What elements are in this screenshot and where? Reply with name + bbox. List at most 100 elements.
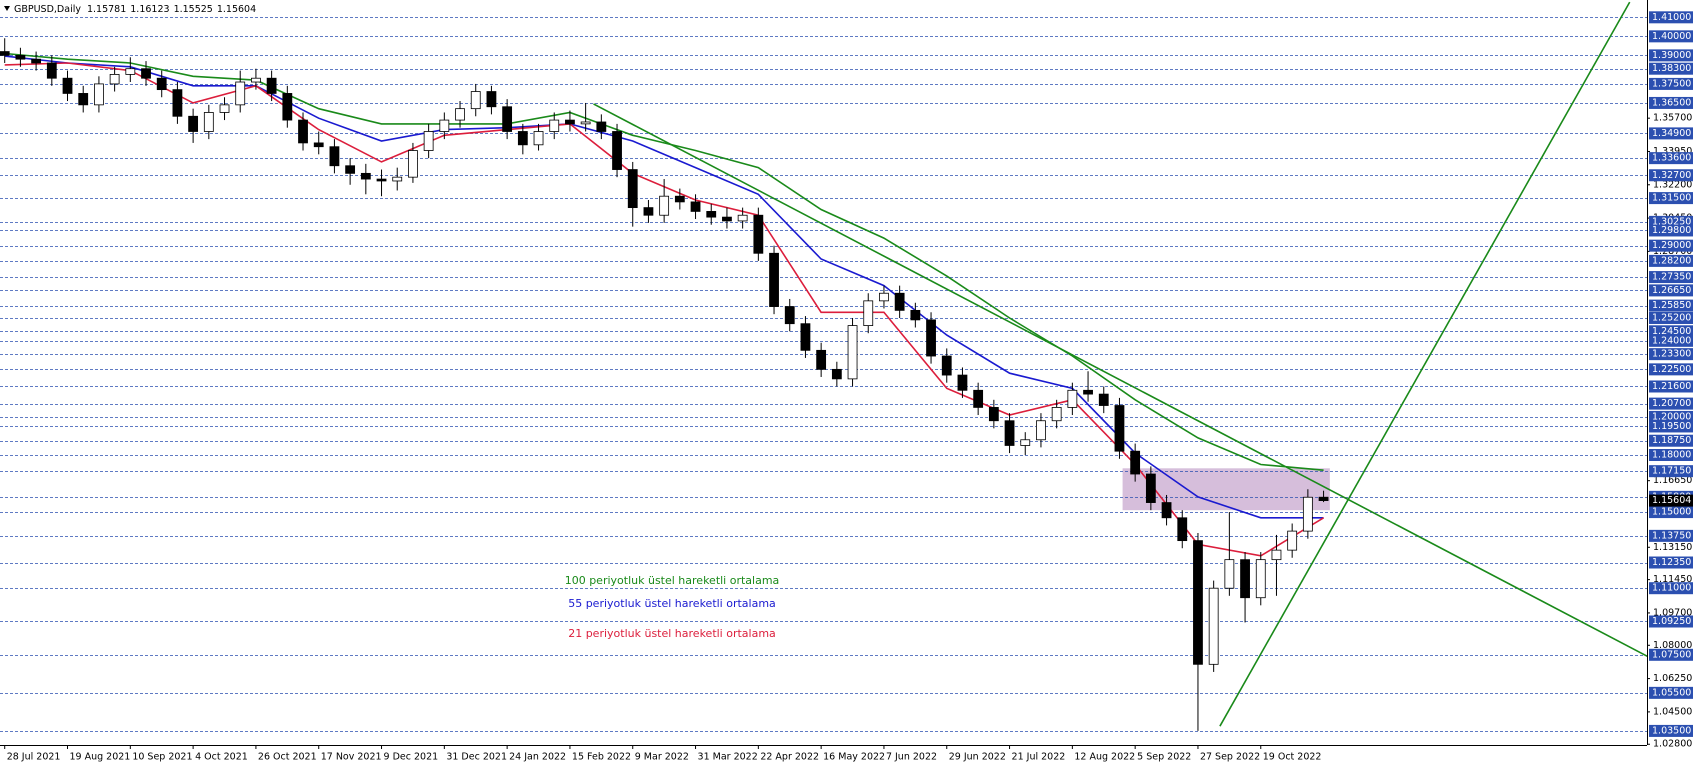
level-label-box: [1649, 284, 1693, 297]
candle-body: [1098, 393, 1109, 406]
level-label-box: [1649, 254, 1693, 267]
level-label-box: [1649, 325, 1693, 338]
level-label: 1.25850: [1652, 300, 1691, 311]
x-tick-label: 27 Sep 2022: [1200, 752, 1260, 763]
y-tick-label: 1.11450: [1653, 574, 1692, 585]
price-label: 1.15604: [1652, 495, 1691, 506]
level-label-box: [1649, 271, 1693, 284]
series-annotation: 100 periyotluk üstel hareketli ortalama: [565, 574, 780, 587]
level-label-box: [1649, 410, 1693, 423]
candle-body: [565, 119, 575, 125]
x-tick-label: 19 Aug 2021: [70, 752, 131, 763]
candle-body: [1287, 530, 1298, 551]
level-label: 1.30250: [1652, 216, 1691, 227]
x-tick-label: 10 Sep 2021: [132, 752, 192, 763]
trendline: [1219, 1, 1631, 727]
candle-body: [596, 121, 607, 132]
level-label: 1.25200: [1652, 312, 1691, 323]
level-label: 1.18000: [1652, 449, 1691, 460]
level-label: 1.41000: [1652, 12, 1691, 23]
candle-body: [502, 106, 513, 132]
candle-body: [31, 58, 42, 64]
price-label-box: [1649, 494, 1693, 507]
level-label-box: [1649, 239, 1693, 252]
x-tick-label: 5 Sep 2022: [1137, 752, 1191, 763]
level-label-box: [1649, 62, 1693, 75]
x-tick-label: 31 Mar 2022: [698, 752, 758, 763]
candle-body: [517, 131, 528, 146]
candle-body: [15, 54, 26, 60]
y-tick-label: 1.35700: [1653, 113, 1692, 124]
candle-body: [360, 172, 371, 180]
level-label-box: [1649, 127, 1693, 140]
level-label: 1.09250: [1652, 616, 1691, 627]
x-tick-label: 31 Dec 2021: [446, 752, 507, 763]
candle-body: [282, 93, 293, 121]
candle-body: [1145, 473, 1156, 503]
candle-body: [376, 178, 387, 182]
candle-body: [235, 81, 246, 106]
candle-body: [94, 83, 104, 106]
level-label-box: [1649, 334, 1693, 347]
series-annotation: 21 periyotluk üstel hareketli ortalama: [568, 627, 776, 640]
x-tick-label: 4 Oct 2021: [195, 752, 248, 763]
x-tick-label: 19 Oct 2022: [1263, 752, 1322, 763]
candle-body: [847, 325, 858, 380]
level-label: 1.03500: [1652, 725, 1691, 736]
candle-body: [1255, 559, 1266, 599]
y-tick-label: 1.09700: [1653, 607, 1692, 618]
level-label-box: [1649, 11, 1693, 24]
candle-body: [690, 201, 701, 212]
level-label: 1.29800: [1652, 225, 1691, 236]
level-label: 1.15000: [1652, 507, 1691, 518]
level-label-box: [1649, 77, 1693, 90]
plot-area: 100 periyotluk üstel hareketli ortalama 5…: [0, 1, 1647, 732]
level-label-box: [1649, 434, 1693, 447]
level-label: 1.23300: [1652, 349, 1691, 360]
candle-body: [46, 62, 57, 79]
x-tick-label: 12 Aug 2022: [1074, 752, 1135, 763]
level-label-box: [1649, 529, 1693, 542]
close: 1.15604: [217, 4, 256, 15]
x-tick-label: 16 May 2022: [823, 752, 885, 763]
candle-body: [203, 112, 214, 132]
x-tick-label: 15 Feb 2022: [572, 752, 631, 763]
candle-body: [219, 104, 230, 113]
open: 1.15781: [87, 4, 126, 15]
x-tick-label: 9 Dec 2021: [384, 752, 439, 763]
level-label-box: [1649, 311, 1693, 324]
level-label: 1.24000: [1652, 335, 1691, 346]
level-label-box: [1649, 348, 1693, 361]
level-label-box: [1649, 420, 1693, 433]
x-tick-label: 9 Mar 2022: [635, 752, 689, 763]
x-tick-label: 21 Jul 2022: [1012, 752, 1066, 763]
level-label: 1.32700: [1652, 170, 1691, 181]
level-label-box: [1649, 556, 1693, 569]
candle-body: [345, 165, 356, 174]
candle-body: [1051, 407, 1062, 422]
y-tick-label: 1.04500: [1653, 706, 1692, 717]
level-label: 1.19500: [1652, 421, 1691, 432]
candle-body: [78, 93, 89, 106]
candle-body: [486, 91, 497, 108]
candle-body: [1224, 559, 1235, 589]
candle-body: [722, 216, 732, 222]
high: 1.16123: [130, 4, 169, 15]
level-label-box: [1649, 363, 1693, 376]
y-tick-label: 1.06250: [1653, 673, 1692, 684]
level-label: 1.34900: [1652, 128, 1691, 139]
level-label: 1.17150: [1652, 466, 1691, 477]
level-label: 1.21600: [1652, 381, 1691, 392]
level-label: 1.13750: [1652, 530, 1691, 541]
level-label: 1.05500: [1652, 687, 1691, 698]
level-label: 1.40000: [1652, 31, 1691, 42]
trendline: [593, 103, 1647, 658]
y-tick-label: 1.32200: [1653, 179, 1692, 190]
candle-body: [1161, 502, 1172, 519]
level-label-box: [1649, 615, 1693, 628]
level-label-box: [1649, 96, 1693, 109]
candle-body: [627, 169, 638, 209]
level-label: 1.18750: [1652, 435, 1691, 446]
level-label: 1.28200: [1652, 255, 1691, 266]
